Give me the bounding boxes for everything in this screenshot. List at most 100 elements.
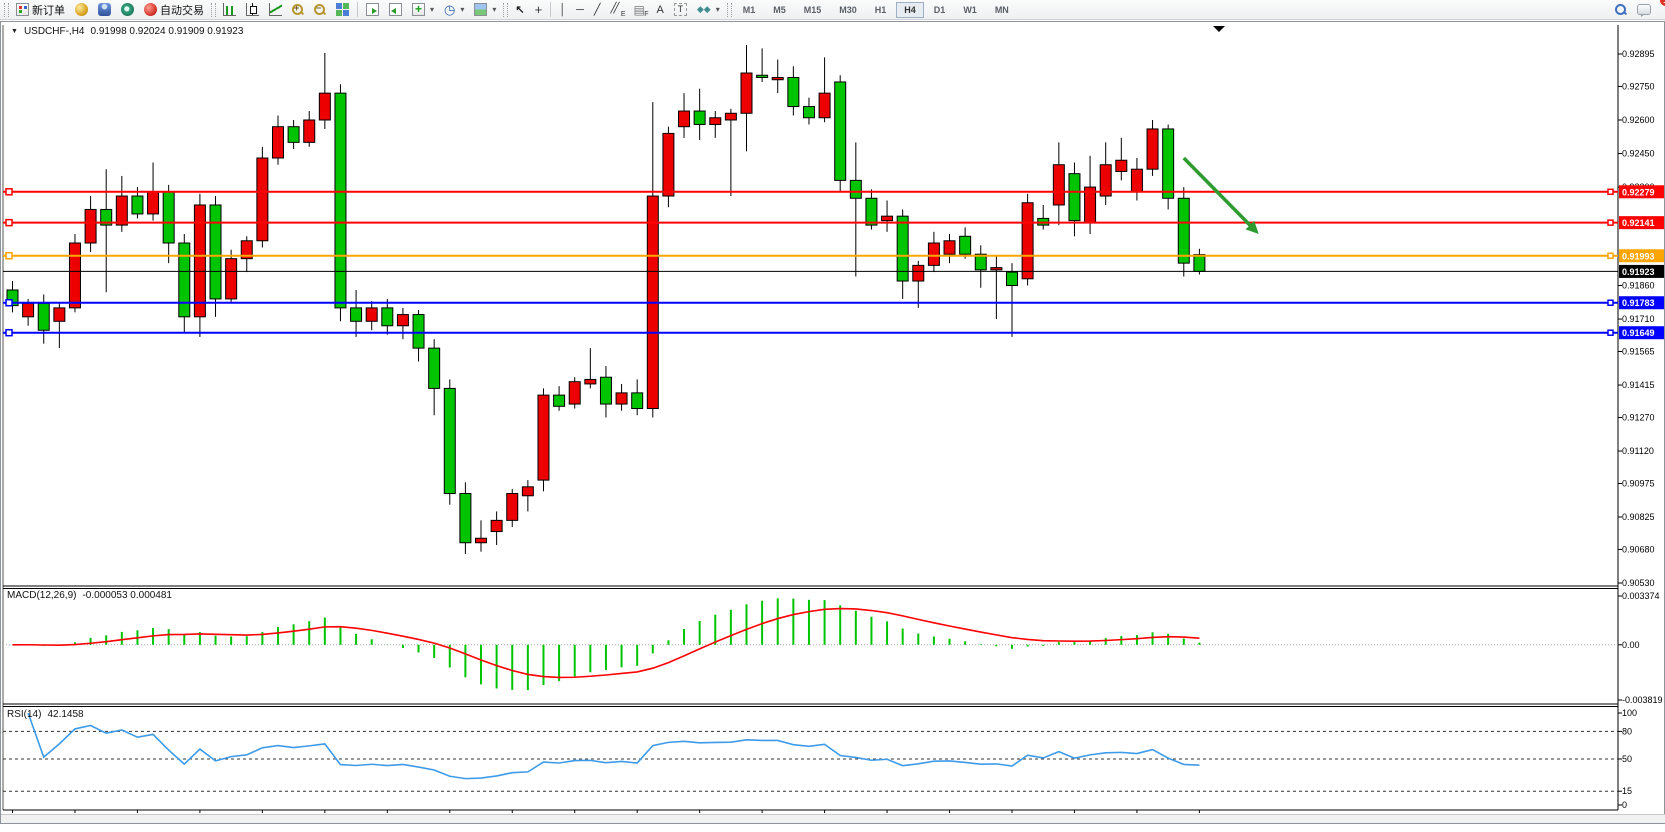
candle-down xyxy=(1068,173,1081,222)
trendline-icon: ╱ xyxy=(593,4,601,16)
candle-up xyxy=(365,307,378,322)
line-anchor-marker[interactable] xyxy=(5,252,13,260)
timeframe-button-m30[interactable]: M30 xyxy=(839,4,857,15)
candle-down xyxy=(1162,128,1175,199)
candle-up xyxy=(1099,164,1112,197)
macd-tick-label: 0.003374 xyxy=(1622,591,1660,601)
candle-down xyxy=(287,126,300,143)
candle-up xyxy=(240,240,253,260)
search-icon xyxy=(1615,3,1627,16)
templates-button[interactable] xyxy=(470,1,500,19)
zoom-in-button[interactable]: + xyxy=(288,1,308,19)
autotrading-button[interactable]: 自动交易 xyxy=(140,1,208,19)
timeframe-button-h1[interactable]: H1 xyxy=(874,4,887,15)
line-anchor-marker[interactable] xyxy=(5,218,13,227)
line-anchor-marker[interactable] xyxy=(1607,219,1614,226)
tile-windows-icon xyxy=(336,3,349,16)
chart-shift-marker[interactable] xyxy=(1213,26,1225,32)
timeframe-button-mn[interactable]: MN xyxy=(994,4,1009,15)
text-button[interactable]: A xyxy=(653,1,668,19)
autotrading-icon xyxy=(144,3,157,16)
cursor-button[interactable]: ↖ xyxy=(511,1,528,19)
market-watch-button[interactable] xyxy=(71,1,92,19)
new-order-label: 新订单 xyxy=(32,4,65,17)
candle-up xyxy=(521,486,534,497)
tile-windows-button[interactable] xyxy=(332,1,353,19)
candle-up xyxy=(881,215,894,222)
zoom-out-icon: − xyxy=(314,3,326,16)
search-button[interactable] xyxy=(1611,1,1631,19)
line-anchor-marker[interactable] xyxy=(1607,188,1614,196)
price-tick-label: 0.90975 xyxy=(1622,478,1655,488)
chart-window[interactable]: ▼ USDCHF-,H4 0.91998 0.92024 0.91909 0.9… xyxy=(0,21,1665,824)
equidistant-channel-icon xyxy=(611,3,626,18)
zoom-out-button[interactable]: − xyxy=(310,1,330,19)
symbol-dropdown-icon[interactable]: ▼ xyxy=(11,28,18,35)
timeframe-button-d1[interactable]: D1 xyxy=(933,4,946,15)
fibonacci-button[interactable] xyxy=(630,1,651,19)
line-anchor-marker[interactable] xyxy=(5,188,13,196)
line-chart-button[interactable] xyxy=(265,1,286,19)
candle-up xyxy=(506,493,519,521)
connection-button[interactable] xyxy=(117,1,138,19)
candle-down xyxy=(1005,271,1018,287)
notifications-button[interactable]: 1 xyxy=(1633,0,1665,19)
price-tick-label: 0.91415 xyxy=(1622,380,1655,390)
timeframe-button-w1[interactable]: W1 xyxy=(963,4,977,15)
trendline-button[interactable]: ╱ xyxy=(590,1,605,19)
price-level-label: 0.92141 xyxy=(1622,218,1655,228)
candle-up xyxy=(53,307,66,322)
candle-up xyxy=(662,132,675,197)
periods-button[interactable]: ◷ xyxy=(440,1,468,19)
timeframe-button-m5[interactable]: M5 xyxy=(773,4,786,15)
candlestick-chart-button[interactable] xyxy=(242,1,263,19)
candle-down xyxy=(443,387,456,495)
candle-up xyxy=(256,157,269,242)
bar-chart-icon xyxy=(223,3,236,16)
price-level-label-box xyxy=(1619,249,1664,263)
candle-down xyxy=(974,253,987,271)
candle-up xyxy=(68,242,81,309)
accounts-button[interactable] xyxy=(94,1,115,19)
new-order-button[interactable]: 新订单 xyxy=(12,1,69,19)
candle-down xyxy=(412,314,425,349)
timeframe-button-m1[interactable]: M1 xyxy=(742,4,756,15)
line-anchor-marker[interactable] xyxy=(5,328,13,337)
candlesticks xyxy=(6,45,1206,554)
rsi-value: 42.1458 xyxy=(47,709,84,720)
timeframe-button-m15[interactable]: M15 xyxy=(803,4,822,15)
timeframe-button-h4[interactable]: H4 xyxy=(896,1,924,18)
rsi-name: RSI(14) xyxy=(7,709,42,720)
auto-scroll-button[interactable] xyxy=(362,1,383,19)
price-level-label-box xyxy=(1619,185,1664,199)
candle-down xyxy=(381,307,394,327)
price-tick-label: 0.90680 xyxy=(1622,544,1655,554)
candle-up xyxy=(537,394,550,481)
trend-arrow-head[interactable] xyxy=(1245,220,1259,235)
candle-down xyxy=(693,110,706,125)
text-label-button[interactable]: T xyxy=(670,1,691,19)
chart-ohlc-values: 0.91998 0.92024 0.91909 0.91923 xyxy=(90,26,244,37)
vertical-line-button[interactable]: │ xyxy=(555,1,570,19)
macd-signal-line xyxy=(12,607,1200,679)
trend-arrow-annotation[interactable] xyxy=(1182,156,1252,227)
crosshair-button[interactable]: + xyxy=(531,1,547,19)
line-anchor-marker[interactable] xyxy=(1607,329,1614,336)
notification-badge: 1 xyxy=(1660,0,1665,6)
bar-chart-button[interactable] xyxy=(219,1,240,19)
chart-canvas[interactable]: 0.928950.927500.926000.924500.923000.918… xyxy=(1,22,1664,824)
new-chart-button[interactable] xyxy=(408,1,438,19)
price-tick-label: 0.92895 xyxy=(1622,49,1655,59)
price-level-label: 0.92279 xyxy=(1622,187,1655,197)
price-level-label-box xyxy=(1619,216,1664,230)
line-anchor-marker[interactable] xyxy=(5,298,13,307)
candle-down xyxy=(209,204,222,300)
toolbar: 新订单 自动交易 + − ◷ ↖ + │ ─ ╱ xyxy=(0,0,1665,20)
shapes-button[interactable]: ◆◆ xyxy=(693,1,724,19)
line-anchor-marker[interactable] xyxy=(1607,299,1614,306)
line-anchor-marker[interactable] xyxy=(1607,252,1614,260)
candle-up xyxy=(490,519,503,533)
chart-shift-button[interactable] xyxy=(385,1,406,19)
equidistant-channel-button[interactable] xyxy=(607,1,628,19)
horizontal-line-button[interactable]: ─ xyxy=(572,1,588,19)
